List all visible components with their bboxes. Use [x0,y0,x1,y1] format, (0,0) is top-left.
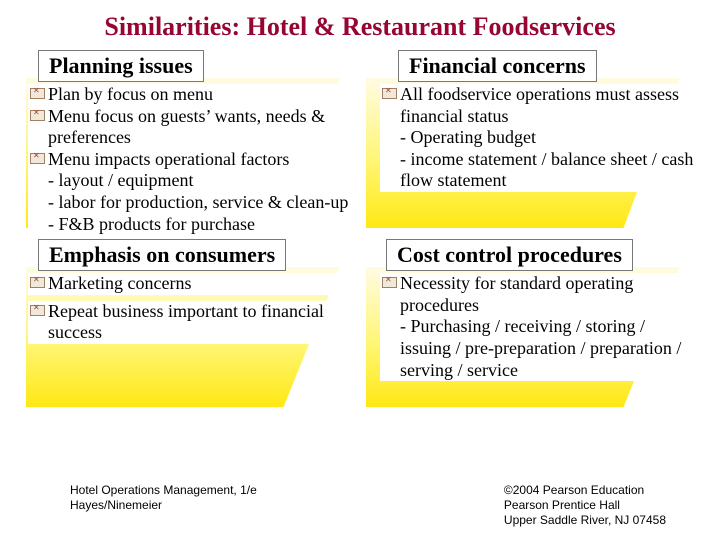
item-text: Necessity for standard operating procedu… [400,273,633,315]
bullet-icon [382,277,396,287]
list-item: Menu focus on guests’ wants, needs & pre… [28,106,356,149]
sub-list: - Purchasing / receiving / storing / iss… [380,316,696,381]
item-text: Menu focus on guests’ wants, needs & pre… [48,106,325,148]
content-financial: All foodservice operations must assess f… [358,84,698,192]
quadrant-consumers: Emphasis on consumers Marketing concerns… [18,239,358,381]
content-consumers: Marketing concerns Repeat business impor… [18,273,358,344]
heading-consumers: Emphasis on consumers [38,239,286,271]
item-text: Repeat business important to financial s… [48,301,324,343]
sub-list: - Operating budget - income statement / … [380,127,696,192]
content-grid: Planning issues Plan by focus on menu Me… [18,50,702,381]
content-planning: Plan by focus on menu Menu focus on gues… [18,84,358,235]
footer-left: Hotel Operations Management, 1/e Hayes/N… [70,483,257,528]
quadrant-planning: Planning issues Plan by focus on menu Me… [18,50,358,235]
slide-title: Similarities: Hotel & Restaurant Foodser… [18,12,702,42]
bullet-icon [382,88,396,98]
quadrant-cost: Cost control procedures Necessity for st… [358,239,698,381]
bullet-icon [30,88,44,98]
list-item: All foodservice operations must assess f… [380,84,696,127]
list-item: Marketing concerns [28,273,356,295]
item-text: Marketing concerns [48,273,191,293]
heading-cost: Cost control procedures [386,239,633,271]
sub-list: - layout / equipment - labor for product… [28,170,356,235]
item-text: All foodservice operations must assess f… [400,84,679,126]
bullet-icon [30,277,44,287]
item-text: Menu impacts operational factors [48,149,289,169]
bullet-icon [30,153,44,163]
list-item: Repeat business important to financial s… [28,301,356,344]
list-item: Plan by focus on menu [28,84,356,106]
heading-planning: Planning issues [38,50,204,82]
quadrant-financial: Financial concerns All foodservice opera… [358,50,698,235]
footer-right: ©2004 Pearson Education Pearson Prentice… [504,483,666,528]
heading-financial: Financial concerns [398,50,597,82]
footer: Hotel Operations Management, 1/e Hayes/N… [0,483,720,528]
list-item: Menu impacts operational factors [28,149,356,171]
content-cost: Necessity for standard operating procedu… [358,273,698,381]
list-item: Necessity for standard operating procedu… [380,273,696,316]
bullet-icon [30,305,44,315]
bullet-icon [30,110,44,120]
item-text: Plan by focus on menu [48,84,213,104]
